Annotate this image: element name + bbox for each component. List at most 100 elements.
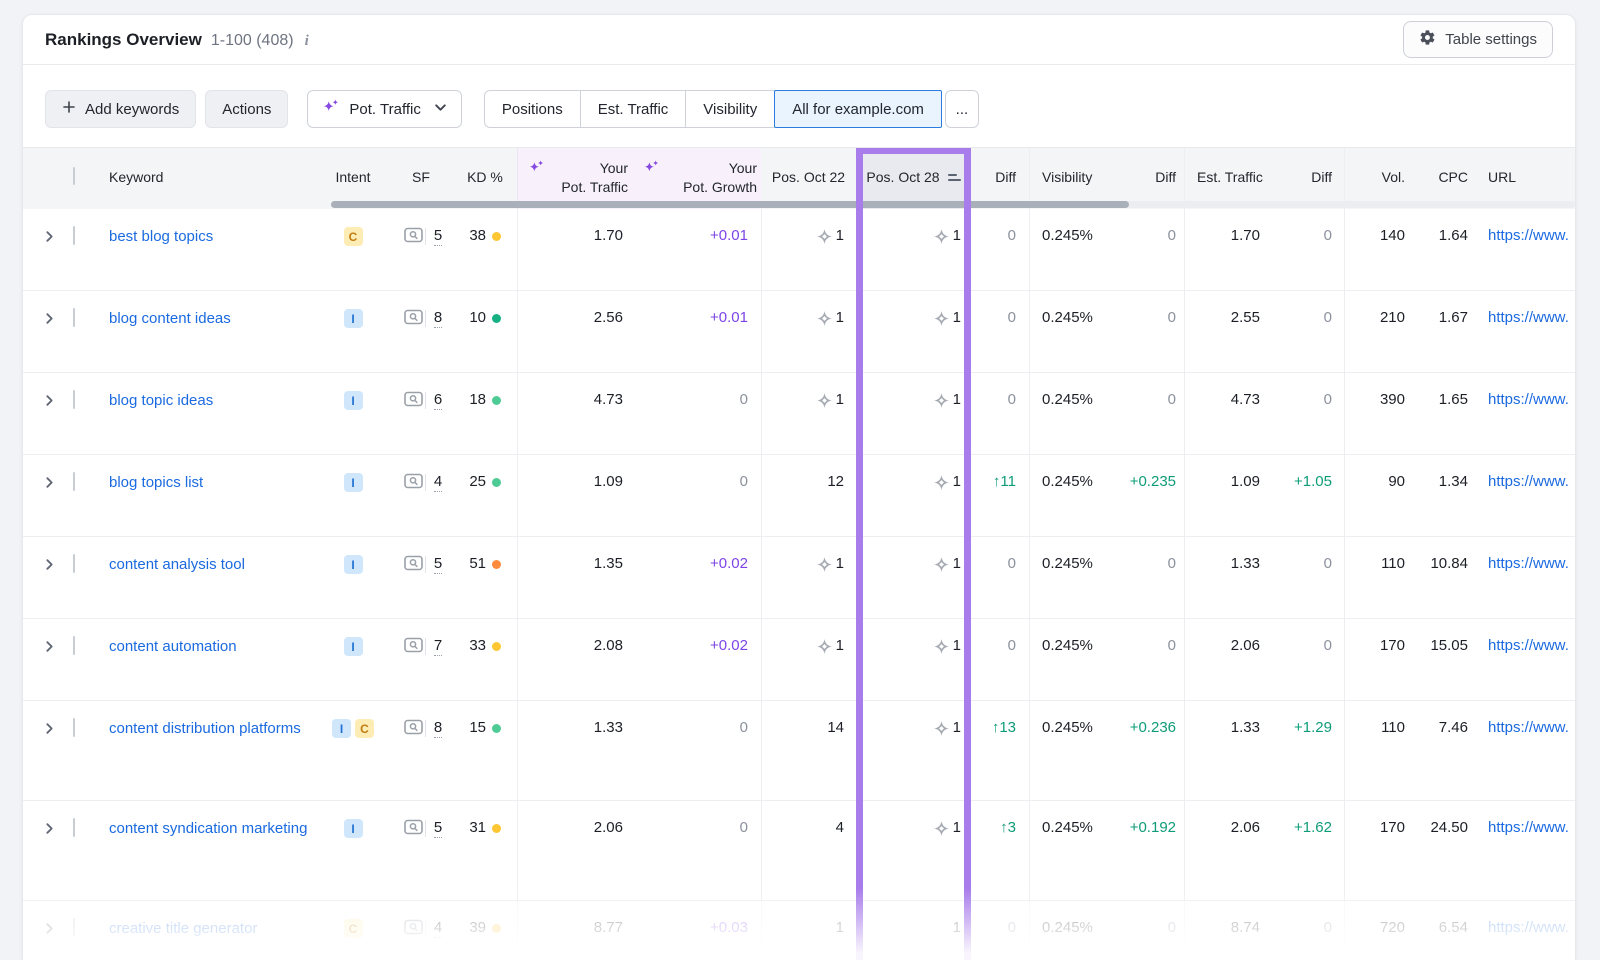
serp-features-icon[interactable]	[389, 537, 423, 618]
sf-count[interactable]: 8	[433, 309, 443, 328]
serp-features-icon[interactable]	[389, 801, 423, 900]
keyword-link[interactable]: creative title generator	[109, 920, 258, 937]
expand-row-chevron-icon[interactable]	[43, 291, 73, 372]
sf-count[interactable]: 4	[433, 473, 443, 492]
tab-all-for-example-com[interactable]: All for example.com	[774, 90, 942, 128]
keyword-link[interactable]: blog topic ideas	[109, 392, 214, 409]
serp-features-icon[interactable]	[389, 291, 423, 372]
keyword-link[interactable]: blog content ideas	[109, 310, 231, 327]
sf-count[interactable]: 5	[433, 555, 443, 574]
row-checkbox[interactable]	[73, 818, 75, 837]
column-header-pos-oct22[interactable]: Pos. Oct 22	[771, 169, 846, 185]
keyword-link[interactable]: content distribution platforms	[109, 720, 301, 737]
row-checkbox[interactable]	[73, 472, 75, 491]
url-link[interactable]: https://www.	[1488, 819, 1569, 836]
column-header-url[interactable]: URL	[1488, 169, 1517, 185]
add-keywords-button[interactable]: Add keywords	[45, 90, 197, 128]
expand-row-chevron-icon[interactable]	[43, 373, 73, 454]
sf-count[interactable]: 7	[433, 637, 443, 656]
metric-dropdown[interactable]: Pot. Traffic	[307, 90, 462, 128]
tab-visibility[interactable]: Visibility	[685, 90, 776, 128]
sf-count[interactable]: 8	[433, 719, 443, 738]
row-checkbox[interactable]	[73, 226, 75, 245]
row-checkbox[interactable]	[73, 918, 75, 937]
position-value: 1	[835, 555, 844, 572]
expand-row-chevron-icon[interactable]	[43, 209, 73, 290]
row-checkbox[interactable]	[73, 390, 75, 409]
est-traffic-diff-cell: 0	[1323, 309, 1332, 326]
url-link[interactable]: https://www.	[1488, 473, 1569, 490]
pos-diff-cell: ↑11	[992, 473, 1016, 490]
select-all-checkbox[interactable]	[73, 167, 75, 185]
serp-features-icon[interactable]	[389, 619, 423, 700]
expand-row-chevron-icon[interactable]	[43, 455, 73, 536]
intent-badge-C: C	[343, 919, 363, 938]
column-header-intent[interactable]: Intent	[335, 169, 371, 185]
table-settings-button[interactable]: Table settings	[1403, 21, 1553, 58]
column-header-kd[interactable]: KD %	[467, 169, 503, 185]
serp-features-icon[interactable]	[389, 373, 423, 454]
cpc-cell: 10.84	[1430, 555, 1468, 572]
kd-cell: 39	[453, 901, 517, 960]
url-link[interactable]: https://www.	[1488, 391, 1569, 408]
chevron-down-icon	[434, 101, 447, 118]
column-header-pot-growth[interactable]: Your Pot. Growth	[633, 148, 761, 209]
kd-cell: 10	[453, 291, 517, 372]
column-header-pot-traffic[interactable]: Your Pot. Traffic	[517, 148, 633, 209]
url-link[interactable]: https://www.	[1488, 309, 1569, 326]
pot-growth-cell: 0	[739, 473, 748, 490]
column-header-keyword[interactable]: Keyword	[109, 169, 164, 185]
keyword-link[interactable]: content automation	[109, 638, 237, 655]
column-header-sf[interactable]: SF	[412, 169, 430, 185]
expand-row-chevron-icon[interactable]	[43, 537, 73, 618]
row-checkbox[interactable]	[73, 636, 75, 655]
row-checkbox[interactable]	[73, 308, 75, 327]
column-header-pos-oct28[interactable]: Pos. Oct 28	[856, 148, 971, 209]
cpc-cell: 1.64	[1438, 227, 1468, 244]
column-header-diff2[interactable]: Diff	[1155, 169, 1176, 185]
est-traffic-cell: 4.73	[1184, 373, 1268, 454]
sf-count[interactable]: 6	[433, 391, 443, 410]
column-header-vol[interactable]: Vol.	[1344, 148, 1410, 209]
url-link[interactable]: https://www.	[1488, 637, 1569, 654]
toolbar: Add keywords Actions Pot. Traffic Positi…	[23, 65, 1575, 147]
info-icon[interactable]	[305, 32, 309, 50]
url-link[interactable]: https://www.	[1488, 719, 1569, 736]
sf-count[interactable]: 5	[433, 819, 443, 838]
column-header-diff3[interactable]: Diff	[1311, 169, 1332, 185]
expand-row-chevron-icon[interactable]	[43, 901, 73, 960]
row-checkbox[interactable]	[73, 718, 75, 737]
url-link[interactable]: https://www.	[1488, 919, 1569, 936]
column-header-diff[interactable]: Diff	[995, 169, 1016, 185]
expand-row-chevron-icon[interactable]	[43, 619, 73, 700]
serp-feature-position-icon	[933, 720, 950, 800]
visibility-diff-cell: +0.235	[1129, 473, 1176, 490]
column-header-visibility[interactable]: Visibility	[1029, 148, 1123, 209]
serp-features-icon[interactable]	[389, 455, 423, 536]
url-link[interactable]: https://www.	[1488, 227, 1569, 244]
tab-positions[interactable]: Positions	[483, 90, 581, 128]
serp-features-icon[interactable]	[389, 701, 423, 800]
sf-count[interactable]: 5	[433, 227, 443, 246]
intent-cell: I	[317, 619, 389, 700]
column-header-est-traffic[interactable]: Est. Traffic	[1184, 148, 1268, 209]
keyword-link[interactable]: content syndication marketing	[109, 820, 308, 837]
tab-est-traffic[interactable]: Est. Traffic	[579, 90, 687, 128]
keyword-link[interactable]: best blog topics	[109, 228, 214, 245]
serp-features-icon[interactable]	[389, 901, 423, 960]
row-checkbox[interactable]	[73, 554, 75, 573]
keyword-link[interactable]: content analysis tool	[109, 556, 245, 573]
keyword-link[interactable]: blog topics list	[109, 474, 204, 491]
expand-row-chevron-icon[interactable]	[43, 701, 73, 800]
url-link[interactable]: https://www.	[1488, 555, 1569, 572]
actions-button[interactable]: Actions	[205, 90, 289, 128]
horizontal-scrollbar[interactable]	[331, 201, 1575, 208]
scrollbar-thumb[interactable]	[331, 201, 1129, 208]
est-traffic-diff-cell: 0	[1323, 637, 1332, 654]
more-tabs-button[interactable]: ...	[944, 90, 979, 128]
expand-row-chevron-icon[interactable]	[43, 801, 73, 900]
serp-features-icon[interactable]	[389, 209, 423, 290]
column-header-cpc[interactable]: CPC	[1438, 169, 1468, 185]
sf-count[interactable]: 4	[433, 919, 443, 938]
pot-growth-cell: 0	[739, 391, 748, 408]
